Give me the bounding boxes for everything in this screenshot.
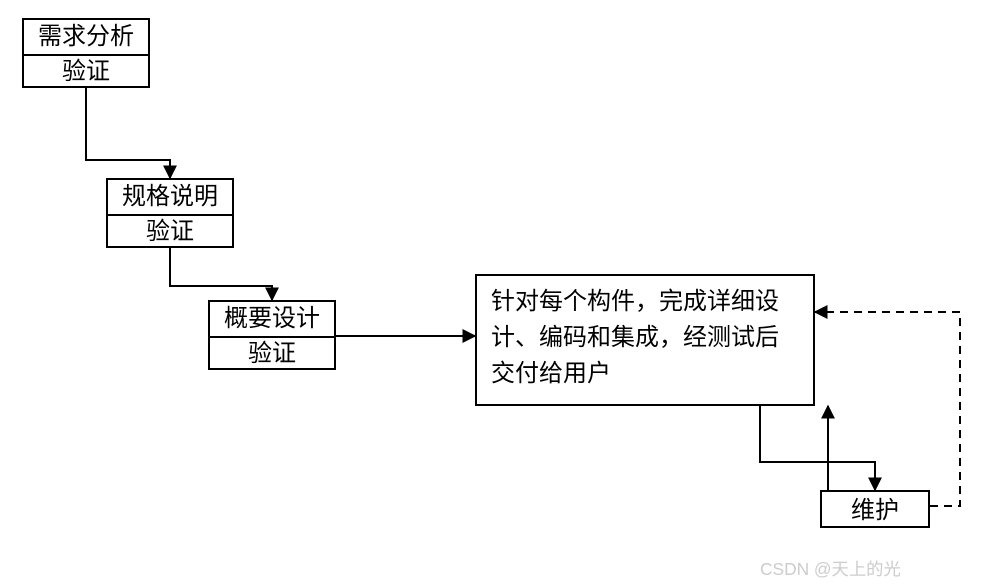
edge-maint-to-big-dashed [815, 312, 960, 506]
edge-req-to-spec [86, 88, 170, 178]
node-outline-design-title: 概要设计 [210, 302, 334, 338]
node-specification: 规格说明 验证 [106, 178, 234, 248]
edge-spec-to-design [170, 248, 272, 300]
node-maintenance: 维护 [820, 490, 930, 528]
node-component-build-text: 针对每个构件，完成详细设计、编码和集成，经测试后交付给用户 [491, 289, 779, 387]
node-maintenance-text: 维护 [851, 498, 899, 524]
node-outline-design-verify: 验证 [210, 338, 334, 372]
node-outline-design: 概要设计 验证 [208, 300, 336, 370]
watermark: CSDN @天上的光 [760, 555, 901, 580]
node-requirements: 需求分析 验证 [22, 18, 150, 88]
node-requirements-verify: 验证 [24, 56, 148, 90]
node-specification-verify: 验证 [108, 216, 232, 250]
node-component-build: 针对每个构件，完成详细设计、编码和集成，经测试后交付给用户 [475, 274, 815, 406]
flowchart-canvas: 需求分析 验证 规格说明 验证 概要设计 验证 针对每个构件，完成详细设计、编码… [0, 0, 984, 584]
node-specification-title: 规格说明 [108, 180, 232, 216]
node-requirements-title: 需求分析 [24, 20, 148, 56]
edge-big-to-maint [760, 406, 875, 490]
